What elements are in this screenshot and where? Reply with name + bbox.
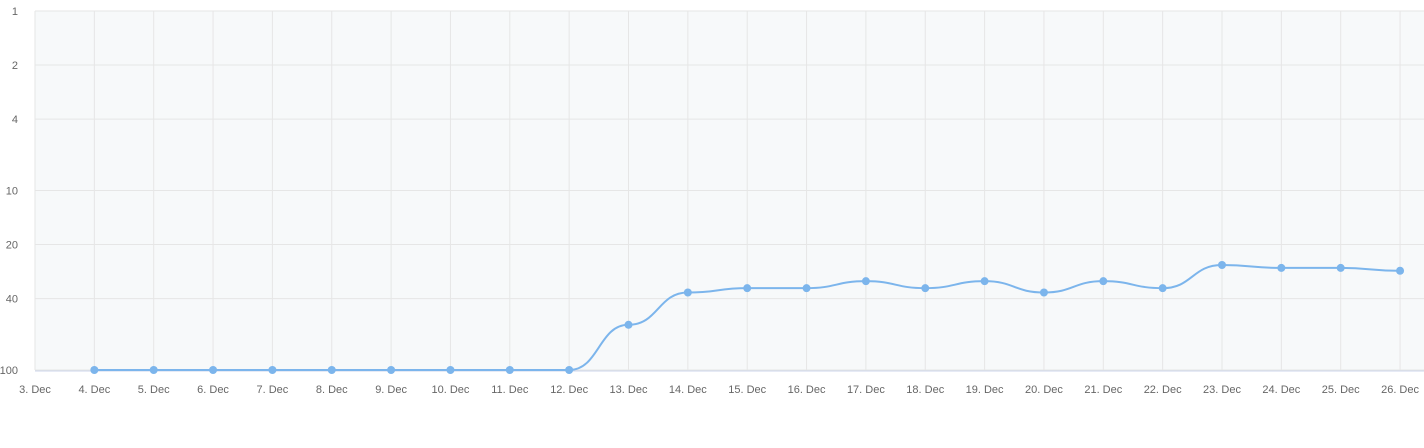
x-tick-label: 21. Dec: [1084, 384, 1122, 396]
data-point[interactable]: [861, 277, 870, 286]
data-point[interactable]: [505, 366, 514, 374]
x-tick-label: 18. Dec: [906, 384, 944, 396]
y-tick-label: 1: [12, 6, 18, 18]
data-point[interactable]: [1277, 263, 1286, 272]
y-tick-label: 40: [6, 294, 18, 306]
x-tick-label: 12. Dec: [550, 384, 588, 396]
x-tick-label: 4. Dec: [78, 384, 110, 396]
data-point[interactable]: [209, 366, 218, 374]
x-tick-label: 23. Dec: [1203, 384, 1241, 396]
grid-lines: [34, 10, 1424, 371]
data-point[interactable]: [743, 284, 752, 293]
data-point[interactable]: [802, 284, 811, 293]
data-point[interactable]: [387, 366, 396, 374]
data-point[interactable]: [1218, 260, 1226, 269]
x-tick-label: 14. Dec: [669, 384, 707, 396]
x-tick-label: 8. Dec: [316, 384, 348, 396]
x-tick-label: 13. Dec: [610, 384, 648, 396]
y-tick-label: 100: [0, 365, 18, 377]
series-layer: [90, 260, 1405, 374]
x-tick-label: 3. Dec: [19, 384, 51, 396]
data-point[interactable]: [446, 366, 455, 374]
data-point[interactable]: [683, 288, 692, 297]
data-point[interactable]: [921, 284, 930, 293]
data-point[interactable]: [1039, 288, 1048, 297]
x-tick-label: 26. Dec: [1381, 384, 1419, 396]
x-tick-label: 9. Dec: [375, 384, 407, 396]
x-tick-label: 11. Dec: [491, 384, 529, 396]
x-tick-label: 16. Dec: [788, 384, 826, 396]
x-tick-label: 22. Dec: [1144, 384, 1182, 396]
data-point[interactable]: [327, 366, 336, 374]
y-tick-label: 4: [12, 114, 18, 126]
x-tick-label: 10. Dec: [431, 384, 469, 396]
y-tick-label: 2: [12, 60, 18, 72]
data-point[interactable]: [1099, 277, 1108, 286]
x-tick-label: 7. Dec: [257, 384, 289, 396]
x-tick-label: 17. Dec: [847, 384, 885, 396]
data-point[interactable]: [149, 366, 158, 374]
data-point[interactable]: [624, 320, 633, 329]
y-tick-label: 20: [6, 240, 18, 252]
x-tick-label: 19. Dec: [966, 384, 1004, 396]
data-point[interactable]: [90, 366, 99, 374]
data-point[interactable]: [1396, 266, 1405, 275]
x-tick-label: 24. Dec: [1262, 384, 1300, 396]
data-point[interactable]: [268, 366, 277, 374]
data-point[interactable]: [565, 366, 574, 374]
x-tick-label: 25. Dec: [1322, 384, 1360, 396]
data-point[interactable]: [1336, 263, 1345, 272]
data-point[interactable]: [1158, 284, 1167, 293]
data-point[interactable]: [980, 277, 989, 286]
x-tick-label: 6. Dec: [197, 384, 229, 396]
x-tick-label: 15. Dec: [728, 384, 766, 396]
x-tick-label: 20. Dec: [1025, 384, 1063, 396]
x-tick-label: 5. Dec: [138, 384, 170, 396]
y-tick-label: 10: [6, 186, 18, 198]
